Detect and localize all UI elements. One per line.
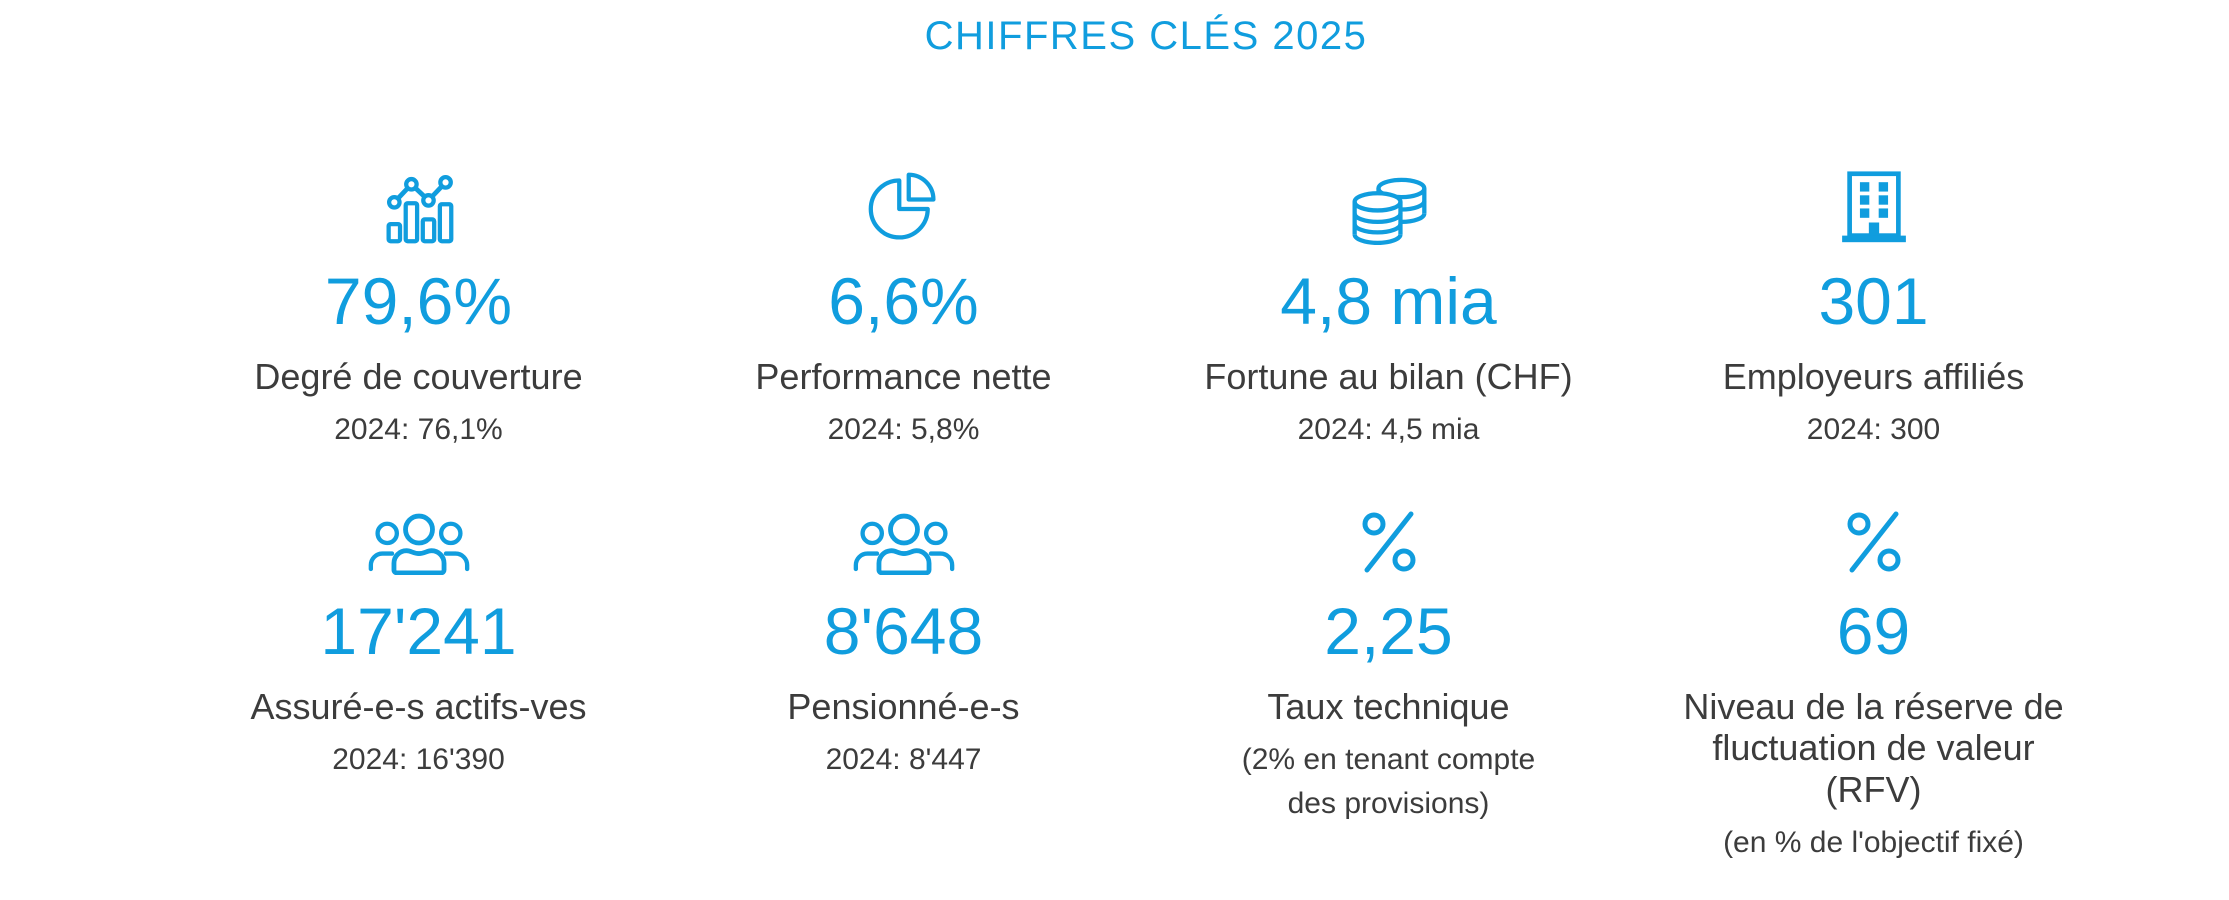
pie-chart-icon [867,170,941,245]
building-icon [1840,170,1908,245]
kpi-value: 301 [1818,264,1929,338]
kpi-previous-year: 2024: 8'447 [825,743,982,777]
kpi-label: Fortune au bilan (CHF) [1204,356,1573,397]
tiles-grid: 79,6% Degré de couverture 2024: 76,1% 6,… [176,170,2116,865]
kpi-value: 2,25 [1324,593,1453,668]
kpi-label: Assuré-e-s actifs-ves [250,685,587,727]
percent-icon [1846,500,1902,575]
kpi-label: Taux technique [1267,685,1510,727]
kpi-previous-year: 2024: 4,5 mia [1297,413,1480,447]
kpi-label: Employeurs affiliés [1722,356,2025,397]
tile-pensioners: 8'648 Pensionné-e-s 2024: 8'447 [661,500,1146,865]
combo-chart-icon [379,170,459,245]
kpi-previous-year: 2024: 300 [1806,413,1941,447]
kpi-previous-year: 2024: 16'390 [332,743,505,777]
tile-active-insured: 17'241 Assuré-e-s actifs-ves 2024: 16'39… [176,500,661,865]
group-icon [367,500,471,575]
tile-technical-rate: 2,25 Taux technique (2% en tenant compte… [1146,500,1631,865]
kpi-value: 8'648 [823,593,984,668]
kpi-label: Niveau de la réserve de fluctuation de v… [1683,685,2064,810]
tile-affiliated-employers: 301 Employeurs affiliés 2024: 300 [1631,170,2116,452]
kpi-previous-year: 2024: 5,8% [827,413,980,447]
page-title: CHIFFRES CLÉS 2025 [924,14,1368,58]
kpi-value: 79,6% [324,264,513,338]
kpi-label: Degré de couverture [254,356,583,397]
percent-icon [1361,500,1417,575]
coins-icon [1347,170,1431,245]
kpi-value: 4,8 mia [1280,264,1497,338]
kpi-label: Performance nette [755,356,1052,397]
kpi-value: 6,6% [828,264,979,338]
kpi-previous-year: 2024: 76,1% [334,413,503,447]
tile-fluctuation-reserve: 69 Niveau de la réserve de fluctuation d… [1631,500,2116,865]
kpi-value: 69 [1836,593,1911,668]
tile-net-performance: 6,6% Performance nette 2024: 5,8% [661,170,1146,452]
kpi-label: Pensionné-e-s [787,685,1020,727]
kpi-value: 17'241 [320,593,517,668]
tile-balance-sheet-assets: 4,8 mia Fortune au bilan (CHF) 2024: 4,5… [1146,170,1631,452]
group-icon [852,500,956,575]
kpi-note: (2% en tenant compte des provisions) [1241,743,1536,820]
tile-coverage-ratio: 79,6% Degré de couverture 2024: 76,1% [176,170,661,452]
kpi-note: (en % de l'objectif fixé) [1723,826,2024,860]
